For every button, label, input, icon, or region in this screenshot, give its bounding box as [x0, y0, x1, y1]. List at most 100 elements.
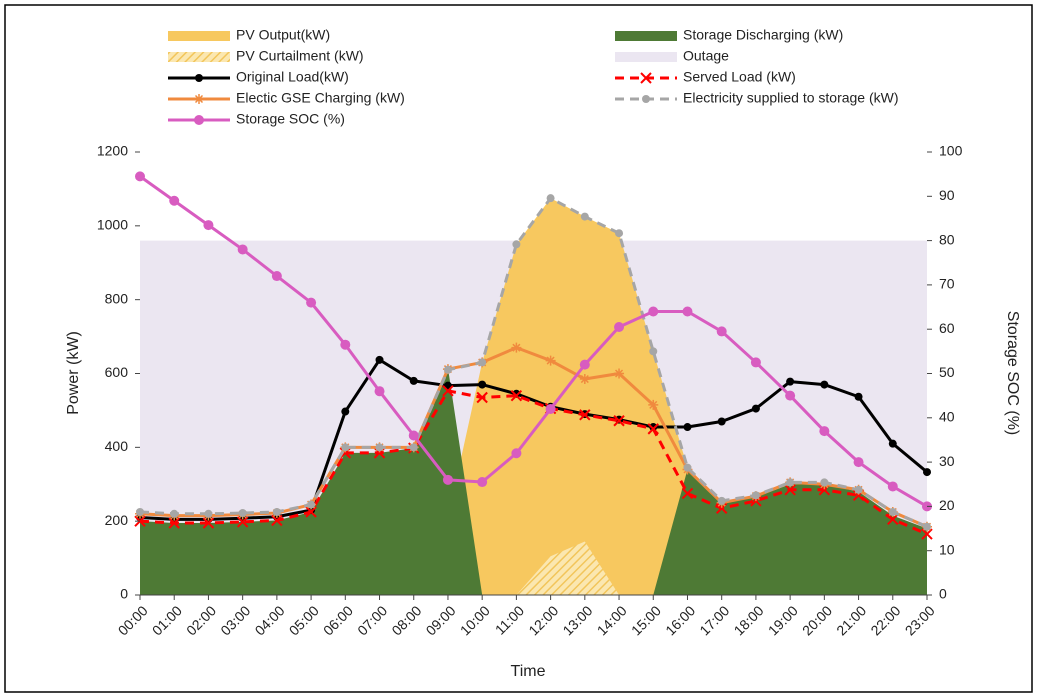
line-marker: [649, 347, 658, 356]
y2-tick-label: 50: [939, 364, 955, 380]
line-marker: [854, 392, 863, 401]
area-layer: [140, 198, 927, 596]
line-marker: [170, 509, 179, 518]
line-marker: [272, 507, 281, 516]
line-marker: [751, 491, 760, 500]
line-marker: [546, 194, 555, 203]
legend-swatch: [615, 52, 677, 62]
line: [139, 175, 928, 508]
line-marker: [717, 417, 726, 426]
line-marker: [510, 389, 523, 402]
legend-marker: [642, 95, 650, 103]
x-axis-title: Time: [511, 663, 546, 680]
line-marker: [923, 468, 931, 477]
y2-tick-label: 10: [939, 541, 955, 557]
legend-label: Electricity supplied to storage (kW): [683, 90, 899, 106]
line-marker: [307, 500, 316, 509]
line-marker: [683, 423, 692, 432]
soc-marker: [511, 448, 522, 459]
y2-tick-label: 0: [939, 586, 947, 602]
soc-marker: [203, 220, 214, 231]
legend-label: Storage Discharging (kW): [683, 27, 843, 43]
line-marker: [647, 423, 659, 435]
line-marker: [375, 443, 384, 452]
line-layer: [134, 171, 933, 540]
line-marker: [476, 391, 488, 404]
y-tick-label: 600: [105, 364, 129, 380]
legend-label: Served Load (kW): [683, 69, 796, 85]
line-marker: [614, 368, 625, 379]
line: [139, 358, 928, 521]
line-marker: [443, 365, 452, 374]
y-tick-label: 0: [120, 586, 128, 602]
line-marker: [375, 355, 384, 364]
area: [140, 198, 927, 596]
legend-swatch: [168, 31, 230, 41]
soc-marker: [853, 457, 864, 468]
legend-marker: [194, 94, 204, 104]
line-marker: [786, 478, 795, 487]
line-marker: [511, 342, 522, 353]
line-marker: [580, 212, 589, 221]
line-marker: [751, 404, 760, 413]
soc-marker: [545, 403, 556, 414]
line-marker: [649, 423, 658, 432]
legend-marker: [195, 74, 203, 82]
soc-marker: [579, 359, 590, 370]
soc-marker: [271, 271, 282, 282]
line-marker: [341, 407, 350, 416]
soc-marker: [408, 430, 419, 441]
line-marker: [409, 376, 418, 385]
line-marker: [478, 358, 487, 367]
legend-label: Electic GSE Charging (kW): [236, 90, 405, 106]
soc-marker: [340, 339, 351, 350]
line-marker: [613, 415, 625, 427]
legend-label: PV Output(kW): [236, 27, 330, 43]
line-marker: [409, 443, 418, 452]
soc-marker: [306, 297, 317, 308]
y-tick-label: 1000: [97, 217, 128, 233]
legend-label: PV Curtailment (kW): [236, 48, 364, 64]
soc-marker: [785, 390, 796, 401]
line-marker: [887, 513, 899, 526]
soc-marker: [135, 171, 145, 182]
y2-tick-label: 70: [939, 276, 955, 292]
soc-marker: [648, 306, 659, 317]
line-marker: [683, 463, 692, 472]
y-tick-label: 200: [105, 512, 129, 528]
line: [139, 196, 928, 529]
soc-marker: [716, 326, 727, 337]
soc-marker: [374, 386, 385, 397]
y2-tick-label: 80: [939, 231, 955, 247]
line-marker: [854, 485, 863, 494]
line-marker: [341, 443, 350, 452]
y2-tick-label: 60: [939, 320, 955, 336]
line-marker: [921, 528, 933, 540]
line-marker: [478, 380, 487, 389]
line: [139, 389, 928, 536]
legend-label: Outage: [683, 48, 729, 64]
soc-marker: [682, 306, 693, 317]
line-marker: [305, 506, 317, 518]
y-axis-title: Power (kW): [65, 331, 82, 415]
area: [140, 367, 927, 595]
line-marker: [888, 507, 897, 516]
legend-label: Original Load(kW): [236, 69, 349, 85]
legend-marker: [640, 72, 652, 84]
y2-tick-label: 100: [939, 143, 963, 159]
line-marker: [615, 229, 624, 238]
line-marker: [579, 374, 590, 385]
soc-marker: [614, 321, 625, 332]
line-marker: [442, 385, 454, 397]
y2-axis-title: Storage SOC (%): [1004, 311, 1021, 435]
y2-tick-label: 90: [939, 187, 955, 203]
soc-marker: [477, 477, 488, 488]
y-tick-label: 400: [105, 438, 129, 454]
legend: PV Output(kW) Storage Discharging (kW) PV …: [168, 27, 899, 127]
soc-marker: [750, 357, 761, 368]
line-marker: [512, 240, 521, 249]
y2-tick-label: 20: [939, 497, 955, 513]
line-marker: [818, 484, 831, 496]
line-marker: [236, 516, 249, 528]
